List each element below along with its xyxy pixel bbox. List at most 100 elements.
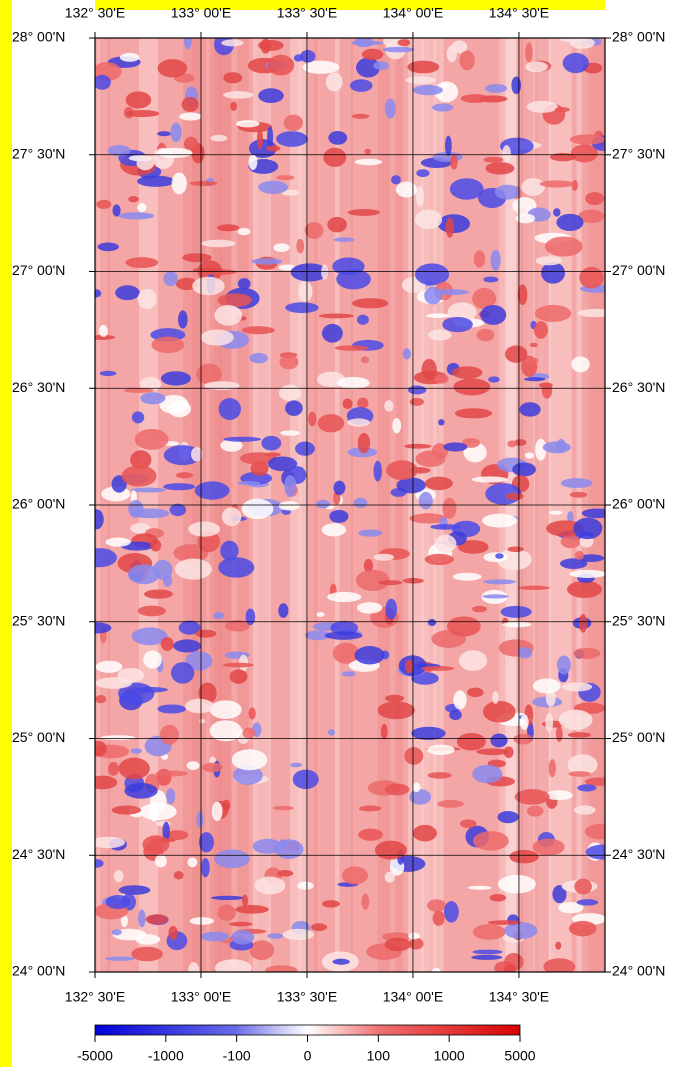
texture-blob <box>407 61 439 74</box>
texture-blob <box>284 115 303 131</box>
texture-blob <box>518 647 532 658</box>
texture-blob <box>574 805 596 814</box>
texture-blob <box>540 180 575 187</box>
texture-blob <box>404 747 423 765</box>
texture-blob <box>427 899 446 912</box>
texture-blob <box>267 126 273 146</box>
texture-blob <box>585 192 604 205</box>
texture-blob <box>415 210 442 229</box>
texture-blob <box>428 329 451 340</box>
lat-label-right: 26° 30'N <box>612 379 665 395</box>
lat-label-right: 24° 30'N <box>612 846 665 862</box>
lat-label-left: 24° 30'N <box>12 846 65 862</box>
texture-blob <box>358 829 382 841</box>
texture-blob <box>155 854 167 867</box>
texture-blob <box>413 85 443 95</box>
texture-blob <box>535 305 572 322</box>
texture-blob <box>219 398 241 420</box>
texture-blob <box>459 51 474 71</box>
texture-blob <box>527 806 544 817</box>
texture-blob <box>442 317 473 332</box>
texture-blob <box>362 49 384 60</box>
texture-blob <box>485 84 507 93</box>
texture-blob <box>170 123 181 143</box>
texture-blob <box>257 129 263 150</box>
texture-blob <box>445 136 452 156</box>
texture-blob <box>545 713 553 732</box>
texture-blob <box>379 580 403 585</box>
texture-blob <box>509 850 538 863</box>
texture-blob <box>211 896 245 900</box>
texture-blob <box>131 947 163 962</box>
texture-blob <box>90 509 104 529</box>
texture-blob <box>519 402 540 416</box>
texture-blob <box>412 783 420 793</box>
texture-blob <box>543 958 575 975</box>
texture-blob <box>328 729 335 736</box>
texture-blob <box>213 612 224 619</box>
lat-label-left: 28° 00'N <box>12 29 65 45</box>
texture-blob <box>163 271 178 286</box>
texture-blob <box>268 456 297 471</box>
texture-blob <box>468 886 492 890</box>
texture-blob <box>582 508 613 518</box>
texture-blob <box>525 452 534 458</box>
texture-blob <box>163 574 172 587</box>
texture-blob <box>143 651 162 669</box>
texture-blob <box>319 314 354 319</box>
texture-blob <box>124 783 157 799</box>
texture-blob <box>525 42 532 62</box>
texture-blob <box>328 131 347 145</box>
texture-blob <box>348 209 380 216</box>
texture-blob <box>490 894 506 902</box>
texture-blob <box>293 770 319 790</box>
texture-blob <box>472 476 508 482</box>
texture-blob <box>398 39 411 46</box>
texture-blob <box>446 218 454 238</box>
texture-blob <box>443 498 457 519</box>
texture-blob <box>527 101 558 113</box>
texture-blob <box>277 870 293 877</box>
texture-blob <box>222 507 242 526</box>
texture-blob <box>149 801 159 821</box>
texture-blob <box>570 134 605 144</box>
texture-blob <box>285 400 303 415</box>
texture-blob <box>178 310 188 328</box>
texture-blob <box>550 153 576 161</box>
texture-blob <box>385 784 410 796</box>
texture-blob <box>579 267 603 289</box>
texture-blob <box>356 570 390 591</box>
texture-blob <box>545 237 583 257</box>
texture-blob <box>563 53 589 73</box>
texture-blob <box>214 305 242 326</box>
texture-blob <box>471 955 502 960</box>
texture-blob <box>221 39 243 46</box>
texture-blob <box>488 920 522 925</box>
texture-blob <box>500 606 531 618</box>
texture-blob <box>195 630 216 638</box>
texture-blob <box>196 811 203 828</box>
texture-blob <box>236 120 259 127</box>
texture-blob <box>505 345 527 362</box>
texture-blob <box>577 899 599 905</box>
texture-blob <box>385 599 397 620</box>
texture-blob <box>238 228 251 235</box>
texture-blob <box>119 758 150 780</box>
texture-blob <box>138 909 146 927</box>
texture-blob <box>151 337 184 354</box>
texture-blob <box>585 824 615 839</box>
lat-label-left: 25° 30'N <box>12 612 65 628</box>
texture-blob <box>437 800 464 808</box>
texture-blob <box>403 348 411 359</box>
texture-blob <box>210 700 242 719</box>
texture-blob <box>542 383 552 399</box>
texture-blob <box>579 614 587 633</box>
texture-blob <box>242 499 274 519</box>
texture-blob <box>473 924 506 940</box>
texture-blob <box>334 237 355 242</box>
lat-label-right: 25° 00'N <box>612 729 665 745</box>
texture-blob <box>97 242 118 251</box>
texture-blob <box>215 959 252 976</box>
texture-blob <box>166 788 175 804</box>
texture-blob <box>391 175 401 184</box>
